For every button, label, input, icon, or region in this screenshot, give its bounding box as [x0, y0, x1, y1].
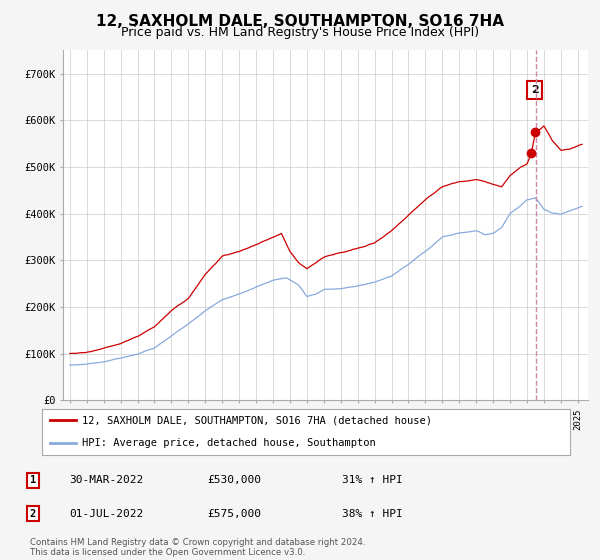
Text: 38% ↑ HPI: 38% ↑ HPI	[342, 508, 403, 519]
Text: 01-JUL-2022: 01-JUL-2022	[69, 508, 143, 519]
Text: 1: 1	[30, 475, 36, 486]
Text: £575,000: £575,000	[207, 508, 261, 519]
Text: £530,000: £530,000	[207, 475, 261, 486]
Text: 2: 2	[531, 85, 539, 95]
Text: Price paid vs. HM Land Registry's House Price Index (HPI): Price paid vs. HM Land Registry's House …	[121, 26, 479, 39]
Text: 31% ↑ HPI: 31% ↑ HPI	[342, 475, 403, 486]
Text: 30-MAR-2022: 30-MAR-2022	[69, 475, 143, 486]
Text: 2: 2	[30, 508, 36, 519]
Text: 12, SAXHOLM DALE, SOUTHAMPTON, SO16 7HA: 12, SAXHOLM DALE, SOUTHAMPTON, SO16 7HA	[96, 14, 504, 29]
Text: 12, SAXHOLM DALE, SOUTHAMPTON, SO16 7HA (detached house): 12, SAXHOLM DALE, SOUTHAMPTON, SO16 7HA …	[82, 416, 431, 425]
Text: Contains HM Land Registry data © Crown copyright and database right 2024.
This d: Contains HM Land Registry data © Crown c…	[30, 538, 365, 557]
Text: HPI: Average price, detached house, Southampton: HPI: Average price, detached house, Sout…	[82, 438, 376, 448]
